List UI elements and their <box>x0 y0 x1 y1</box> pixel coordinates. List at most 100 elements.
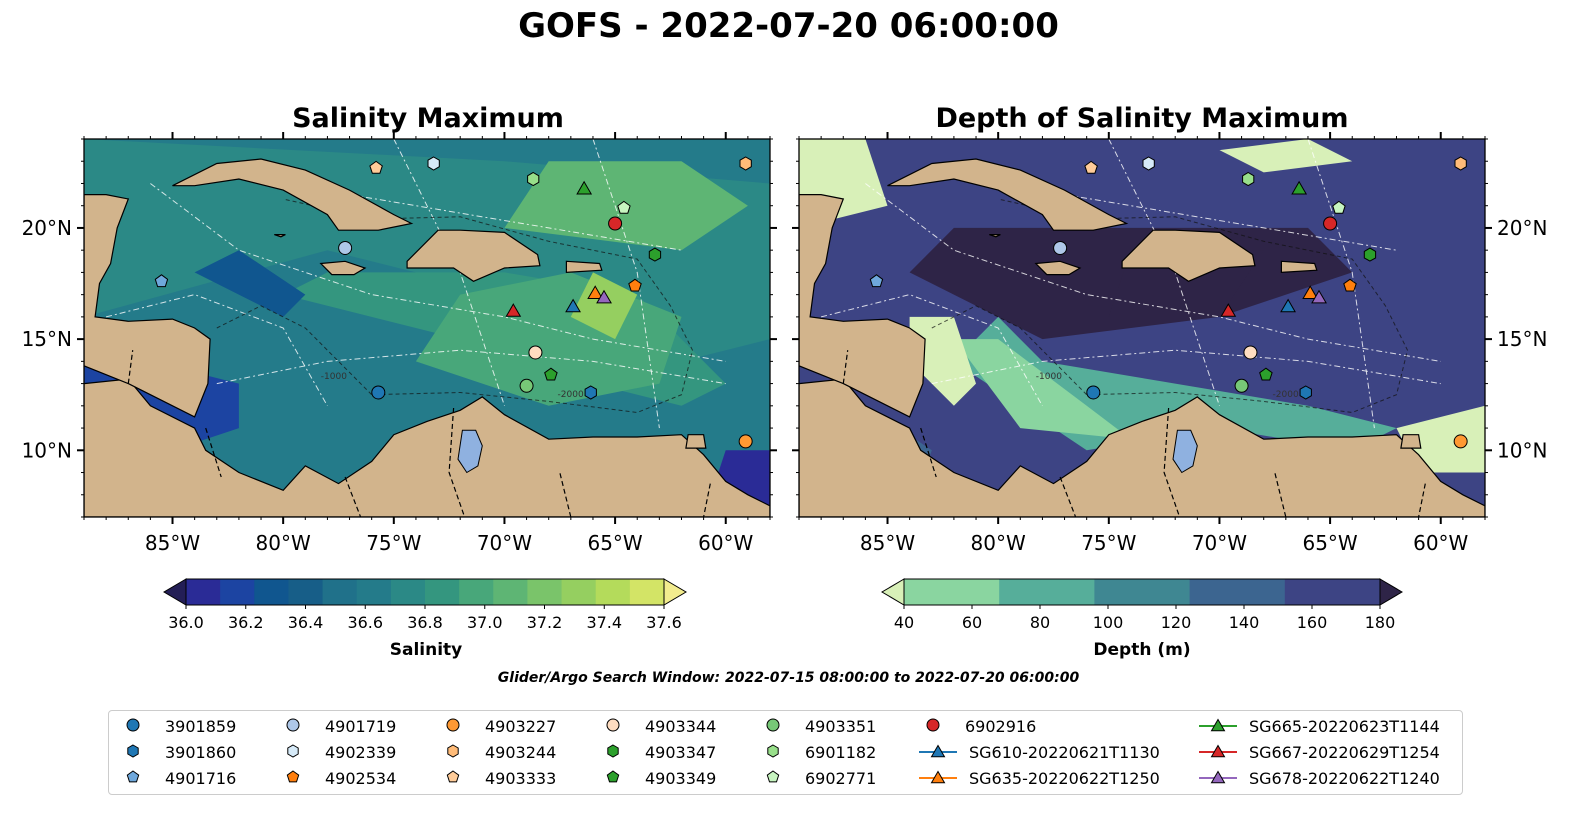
y-tick-label: 15°N <box>22 327 72 351</box>
salinity-map-field: -1000 -2000 <box>84 139 770 517</box>
marker-4903349 <box>544 367 558 381</box>
country-border <box>703 483 711 517</box>
legend-marker <box>1210 744 1226 758</box>
y-tick-label: 15°N <box>1497 327 1547 351</box>
legend-label: 6902916 <box>965 717 1037 736</box>
marker-4901719 <box>338 240 353 255</box>
colorbar-tick-label: 160 <box>1297 613 1328 632</box>
marker-SG678-20220622T1240 <box>596 289 612 304</box>
legend-swatch <box>287 744 299 758</box>
colorbar-tick-label: 36.6 <box>347 613 383 632</box>
marker-4903227 <box>738 434 753 449</box>
colorbar-tick-label: 140 <box>1229 613 1260 632</box>
country-border <box>920 427 937 478</box>
marker-SG665-20220623T1144 <box>1291 180 1308 195</box>
legend-swatch <box>286 718 300 732</box>
field-region <box>194 250 306 317</box>
colorbar-segment <box>1189 579 1286 605</box>
legend-swatch <box>607 744 619 758</box>
colorbar-segment <box>356 579 392 605</box>
legend-swatch <box>606 770 620 783</box>
contour-label: -2000 <box>558 390 584 400</box>
boundary-line <box>105 294 328 407</box>
land <box>1121 229 1256 282</box>
x-tick-label: 60°W <box>1413 531 1468 555</box>
bathymetry-contour <box>216 198 694 414</box>
boundary-line <box>820 294 1043 407</box>
marker-4901716 <box>869 274 884 288</box>
legend-marker <box>930 770 946 784</box>
x-tick-label: 70°W <box>477 531 532 555</box>
legend-marker <box>1210 718 1226 732</box>
legend-swatch <box>766 718 780 732</box>
land <box>1400 434 1422 449</box>
colorbar-segment <box>322 579 358 605</box>
x-tick-label: 65°W <box>1302 531 1357 555</box>
legend-label: 4903349 <box>645 769 717 788</box>
country-border <box>1059 476 1077 517</box>
colorbar-tick-label: 80 <box>1030 613 1050 632</box>
marker-4901716 <box>154 274 169 288</box>
country-border <box>205 427 222 478</box>
legend-marker <box>446 718 460 732</box>
legend-label: SG610-20220621T1130 <box>969 743 1160 762</box>
map-frame <box>798 138 1486 518</box>
maps-canvas: -1000 -2000 85°W 80°W 75°W 70°W 65°W 60°W 10°N 15… <box>22 132 1547 632</box>
country-border <box>1418 483 1426 517</box>
colorbar-tick-label: 60 <box>962 613 982 632</box>
marker-4903351 <box>1234 378 1249 393</box>
legend-label: 4903244 <box>485 743 557 762</box>
legend-label: 4901716 <box>165 769 237 788</box>
land <box>1034 260 1082 276</box>
boundary-line <box>865 183 1441 362</box>
colorbar-frame <box>903 578 1381 606</box>
boundary-line <box>998 183 1397 251</box>
legend-swatch <box>926 718 940 732</box>
colorbar-tick-label: 36.4 <box>288 613 324 632</box>
legend-swatch <box>1199 744 1237 758</box>
colorbar-segment <box>425 579 460 605</box>
marker-SG665-20220623T1144 <box>576 180 593 195</box>
boundary-line <box>1307 139 1375 429</box>
x-tick-label: 60°W <box>698 531 753 555</box>
boundary-line <box>216 349 726 385</box>
marker-4903244 <box>1454 156 1467 171</box>
marker-4903227 <box>1453 434 1468 449</box>
legend-marker <box>1210 770 1226 784</box>
legend-swatch <box>286 770 300 783</box>
legend-swatch <box>126 718 140 732</box>
map-frame <box>83 138 771 518</box>
legend-label: SG678-20220622T1240 <box>1249 769 1440 788</box>
marker-6901182 <box>1242 171 1255 187</box>
colorbar-segment <box>288 579 324 605</box>
legend-swatch <box>446 718 460 732</box>
legend-label: 4903344 <box>645 717 717 736</box>
marker-4903351 <box>519 378 534 393</box>
x-tick-label: 70°W <box>1192 531 1247 555</box>
legend-marker <box>766 770 780 783</box>
country-border <box>448 407 466 517</box>
country-border <box>344 476 362 517</box>
colorbar-segment <box>390 579 426 605</box>
marker-SG678-20220622T1240 <box>1311 289 1327 304</box>
legend-marker <box>126 770 140 783</box>
depth-map-field: -1000 -2000 <box>799 139 1485 517</box>
colorbar-segment <box>595 579 631 605</box>
legend-marker <box>930 744 946 758</box>
marker-4903244 <box>739 156 752 171</box>
x-tick-label: 65°W <box>587 531 642 555</box>
land <box>406 229 541 282</box>
colorbar-segment <box>459 579 494 605</box>
legend-label: 6901182 <box>805 743 877 762</box>
colorbar-segment <box>629 579 665 605</box>
land <box>1280 260 1318 274</box>
marker-4902339 <box>427 156 440 171</box>
legend-swatch <box>447 744 459 758</box>
x-tick-label: 75°W <box>1081 531 1136 555</box>
colorbar-segment <box>186 579 221 605</box>
legend-marker <box>606 770 620 783</box>
legend-marker <box>446 770 460 783</box>
land <box>319 260 367 276</box>
search-window-caption: Glider/Argo Search Window: 2022-07-15 08… <box>497 670 1080 686</box>
legend-label: 4901719 <box>325 717 397 736</box>
